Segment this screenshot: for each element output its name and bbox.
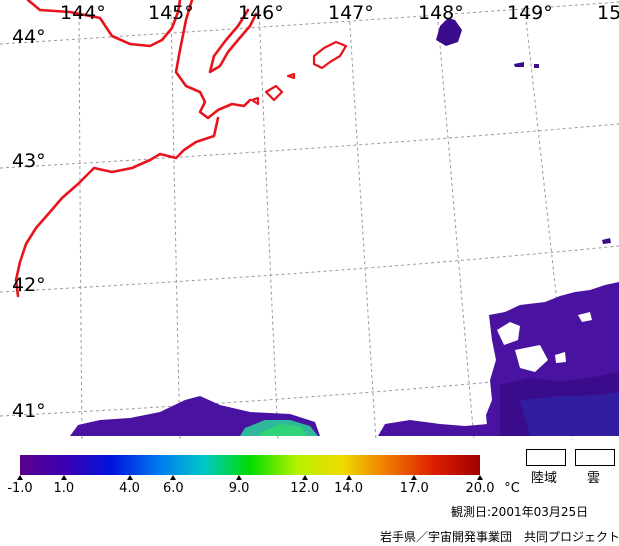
cloud-gap [497, 322, 520, 345]
lon-label-147: 147° [328, 2, 374, 24]
colorbar-unit: °C [504, 481, 520, 496]
credit-text: 岩手県／宇宙開発事業団 共同プロジェクト [380, 530, 619, 544]
colorbar-tick-mark [126, 475, 133, 480]
sst-data-layer [70, 18, 619, 436]
colorbar-tick-label: 4.0 [119, 481, 140, 496]
cloud-gap [578, 312, 592, 322]
colorbar-tick-mark [345, 475, 352, 480]
lon-label-148: 148° [418, 2, 464, 24]
coastline [14, 0, 348, 298]
hokkaido-coast-south [14, 116, 220, 298]
sst-speck [602, 238, 611, 244]
lon-label-149: 149° [507, 2, 553, 24]
legend-cloud-label: 雲 [587, 471, 601, 486]
cloud-gap [515, 345, 548, 372]
sst-speck [534, 64, 539, 68]
lon-label-150: 15 [597, 2, 619, 24]
small-island-b [286, 72, 296, 80]
hokkaido-coast-north [26, 0, 182, 48]
hokkaido-coast-east [174, 0, 252, 120]
colorbar-gradient [20, 455, 480, 475]
colorbar-tick-mark [170, 475, 177, 480]
colorbar-tick-label: 6.0 [162, 481, 184, 496]
cloud-gap [555, 352, 566, 363]
small-island-a [250, 96, 260, 106]
colorbar [20, 455, 480, 475]
legend-cloud-swatch [575, 449, 615, 466]
sst-patch-southeast-cool [520, 392, 619, 436]
colorbar-tick-label: -1.0 [7, 481, 33, 496]
legend-land-swatch [526, 449, 566, 466]
colorbar-tick-mark [411, 475, 418, 480]
colorbar-tick-mark [477, 475, 483, 480]
sst-speck [514, 62, 524, 67]
sst-patch-south-mid [378, 420, 488, 436]
sst-patch-south-warm-inner [258, 424, 308, 436]
lon-label-145: 145° [148, 2, 194, 24]
etorofu-island [312, 40, 348, 70]
observation-date: 観測日:2001年03月25日 [451, 505, 589, 519]
colorbar-tick-mark [301, 475, 308, 480]
colorbar-tick-mark [60, 475, 67, 480]
lat-label-41: 41° [12, 400, 46, 422]
lat-label-43: 43° [12, 150, 46, 172]
lon-label-146: 146° [238, 2, 284, 24]
colorbar-tick-label: 14.0 [334, 481, 364, 496]
lon-label-144: 144° [60, 2, 106, 24]
colorbar-tick-label: 9.0 [228, 481, 250, 496]
legend-land-label: 陸域 [531, 471, 558, 486]
colorbar-tick-mark [17, 475, 23, 480]
colorbar-tick-mark [236, 475, 243, 480]
colorbar-tick-label: 17.0 [399, 481, 429, 496]
sea-surface-temperature-map [0, 0, 619, 440]
colorbar-tick-label: 1.0 [53, 481, 75, 496]
kunashiri-island [264, 84, 284, 102]
lat-label-42: 42° [12, 274, 46, 296]
colorbar-ticks: -1.0 1.0 4.0 6.0 9.0 12.0 14.0 17.0 20.0 [7, 475, 494, 499]
shiretoko-peninsula [208, 8, 258, 74]
sst-patch-northeast [436, 18, 462, 46]
lat-label-44: 44° [12, 26, 46, 48]
colorbar-tick-label: 20.0 [465, 481, 495, 496]
colorbar-tick-label: 12.0 [290, 481, 320, 496]
